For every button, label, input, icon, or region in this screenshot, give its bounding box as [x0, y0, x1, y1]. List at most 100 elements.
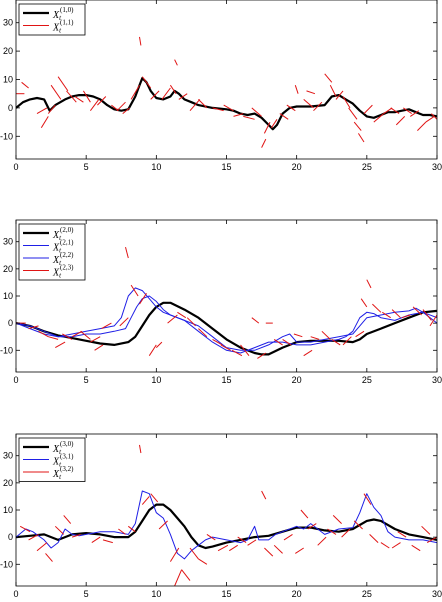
series-3-segments: [19, 444, 437, 586]
x-tick-label: 25: [362, 589, 372, 599]
series-3-segment: [229, 544, 238, 552]
series-2-segment: [335, 90, 344, 100]
series-3-segment: [300, 509, 309, 519]
x-tick-label: 0: [13, 375, 18, 385]
series-2-segment: [174, 59, 178, 66]
series-2-segment: [348, 107, 358, 120]
series-2-segment: [243, 115, 255, 120]
legend-label: Xt: [52, 444, 62, 456]
series-2-segment: [279, 113, 289, 120]
series-2-segment: [329, 84, 337, 97]
series-2-segment: [122, 107, 131, 114]
series-2-segment: [57, 76, 69, 92]
series-4-segment: [331, 338, 341, 346]
series-2-segment: [223, 104, 234, 112]
series-3-segment: [54, 525, 65, 535]
series-4-segment: [38, 330, 49, 338]
series-4-segment: [310, 336, 320, 340]
series-3-segment: [91, 536, 101, 544]
y-tick-label: 20: [3, 46, 13, 56]
x-tick-label: 10: [151, 162, 161, 172]
series-3-segment: [158, 520, 168, 530]
series-3-segment: [411, 544, 421, 552]
series-2-segment: [139, 36, 142, 46]
series-3-segment: [189, 547, 199, 560]
x-tick-label: 30: [432, 162, 442, 172]
legend-label: Xt: [52, 23, 62, 35]
series-3-segment: [36, 542, 48, 552]
legend-label: Xt: [52, 243, 62, 255]
series-2-segment: [82, 90, 91, 103]
series-4-segment: [62, 333, 73, 340]
series-2-segment: [169, 84, 177, 94]
series-2-segment: [116, 101, 126, 112]
series-4-segment: [198, 328, 208, 338]
legend-label-sup: (3,0): [60, 440, 74, 448]
series-4-segment: [251, 317, 260, 324]
series-3-segment: [63, 515, 72, 524]
x-tick-label: 5: [84, 162, 89, 172]
series-3-segment: [102, 539, 113, 544]
legend-label-sup: (3,2): [60, 465, 74, 473]
series-2-segment: [270, 119, 278, 129]
series-2-line: [16, 490, 437, 560]
series-3-segment: [261, 490, 267, 500]
series-3-segment: [181, 569, 191, 581]
legend-label: Xt: [52, 10, 62, 22]
legend: Xt(1,0)Xt(1,1): [18, 3, 86, 36]
series-3-segment: [174, 569, 183, 586]
series-3-segment: [264, 547, 274, 557]
series-2-segment: [403, 107, 412, 115]
series-2-segment: [313, 101, 323, 112]
series-3-segment: [391, 542, 401, 549]
series-3-segment: [341, 528, 351, 538]
x-tick-label: 10: [151, 375, 161, 385]
series-4-segment: [282, 338, 292, 346]
series-2-segment: [417, 121, 427, 131]
series-2-segment: [161, 87, 171, 100]
series-3-segment: [237, 536, 247, 544]
x-tick-label: 15: [221, 162, 231, 172]
series-2-segment: [357, 133, 365, 143]
x-tick-label: 25: [362, 162, 372, 172]
series-3-segment: [206, 533, 216, 541]
y-tick-label: -10: [0, 559, 13, 569]
chart-panel-3: 0 5 10 15 20 25 30-100102030Xt(3,0)Xt(3,1)Xt(3…: [0, 433, 442, 599]
series-2-segment: [251, 107, 262, 117]
series-2-segments: [16, 36, 437, 148]
series-4-segment: [401, 314, 411, 319]
series-4-segment: [372, 303, 382, 313]
x-tick-label: 15: [221, 589, 231, 599]
legend-label-sub: t: [59, 14, 62, 22]
series-2-segment: [383, 107, 393, 115]
x-tick-label: 30: [432, 375, 442, 385]
series-4-segment: [342, 336, 352, 346]
series-3-segment: [421, 525, 431, 535]
legend-label-sup: (2,0): [60, 226, 74, 234]
legend-label-sub: t: [59, 473, 62, 481]
series-3-segment: [307, 523, 317, 530]
series-1-line: [16, 503, 437, 550]
legend-label-sup: (1,1): [60, 19, 74, 27]
legend: Xt(3,0)Xt(3,1)Xt(3,2): [18, 437, 86, 482]
series-3-segment: [353, 520, 363, 530]
series-2-segment: [89, 99, 100, 111]
series-2-segment: [233, 113, 244, 117]
y-tick-label: -10: [0, 131, 13, 141]
series-4-segment: [303, 349, 313, 357]
x-tick-label: 5: [84, 375, 89, 385]
series-4-segment: [28, 325, 39, 330]
series-3-line: [16, 295, 437, 354]
series-2-segment: [425, 115, 435, 123]
series-3-segment: [169, 547, 180, 562]
series-3-segment: [198, 558, 208, 565]
series-4-segment: [125, 246, 129, 259]
x-tick-label: 25: [362, 375, 372, 385]
series-3-segment: [273, 544, 283, 554]
y-tick-label: 10: [3, 291, 13, 301]
series-3-segment: [283, 533, 293, 541]
legend-label-sup: (1,0): [60, 6, 74, 14]
legend-label-sup: (3,1): [60, 453, 74, 461]
y-tick-label: 30: [3, 451, 13, 461]
series-4-segment: [101, 322, 112, 330]
